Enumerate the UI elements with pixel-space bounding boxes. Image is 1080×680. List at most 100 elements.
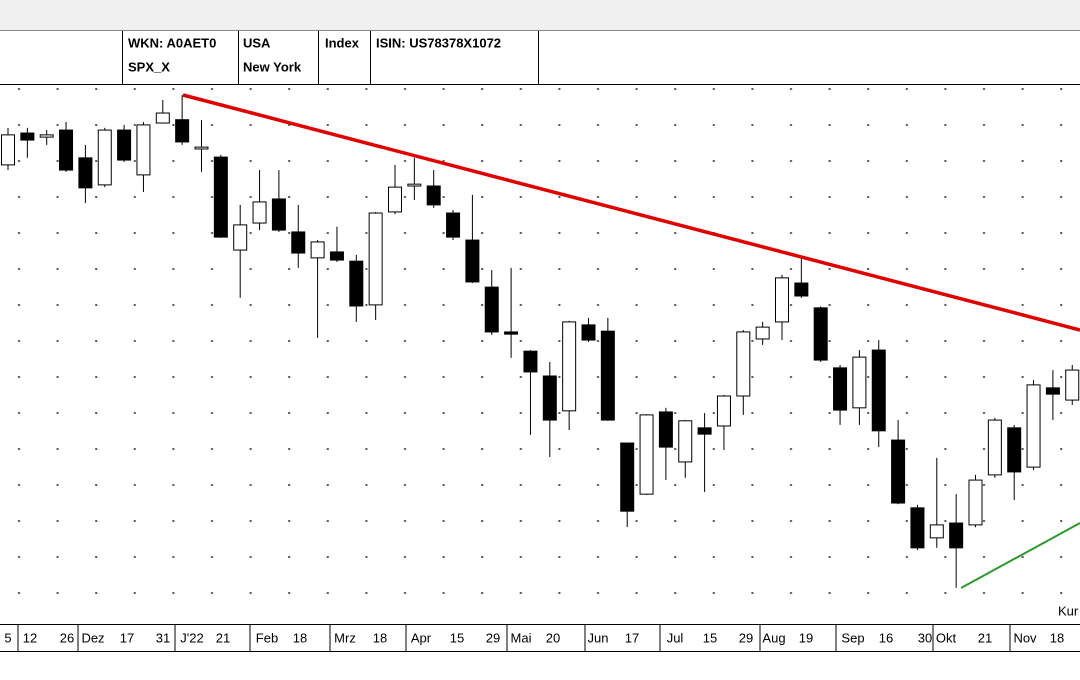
x-tick-label: 17	[120, 630, 134, 645]
candle-body	[658, 411, 673, 448]
x-tick-label: 15	[450, 630, 464, 645]
x-tick-label: 5	[4, 630, 11, 645]
x-tick-label: Mai	[511, 630, 532, 645]
candle-body	[252, 201, 267, 224]
candles	[1, 94, 1080, 588]
candle-body	[987, 419, 1002, 476]
candle-body	[1007, 427, 1022, 473]
candle-body	[155, 112, 170, 124]
x-tick-label: 21	[978, 630, 992, 645]
candle-body	[310, 241, 325, 259]
candle-body	[175, 119, 190, 143]
x-tick-label: 30	[918, 630, 932, 645]
candle-body	[562, 321, 577, 412]
candle-body	[1026, 384, 1041, 468]
candle-body	[1, 134, 15, 166]
isin: ISIN: US78378X1072	[376, 35, 501, 50]
x-tick-label: 15	[703, 630, 717, 645]
x-tick-label: Feb	[256, 630, 278, 645]
wkn: WKN: A0AET0	[128, 35, 216, 50]
annotation: Kur	[1058, 603, 1079, 618]
candle-body	[368, 212, 383, 306]
candle-body	[813, 307, 828, 361]
symbol: SPX_X	[128, 59, 170, 74]
candle-body	[833, 367, 848, 411]
candle-body	[39, 134, 54, 138]
x-tick-label: 29	[486, 630, 500, 645]
candle-body	[639, 414, 654, 495]
x-tick-label: 12	[23, 630, 37, 645]
resistance-trendline	[182, 93, 1080, 332]
candle-body	[716, 395, 731, 427]
candle-body	[446, 212, 461, 238]
candle-body	[117, 129, 132, 161]
x-axis: 5 12 26 Dez 17 31 J'22 21 Feb 18 Mrz 18 Apr 15 29 Mai 20…	[4, 625, 1064, 651]
candle-body	[678, 420, 693, 463]
candle-body	[949, 522, 964, 549]
x-tick-label: 21	[216, 630, 230, 645]
x-tick-label: 18	[373, 630, 387, 645]
candle-body	[968, 479, 983, 526]
candle-body	[59, 129, 74, 171]
x-tick-label: Apr	[411, 630, 432, 645]
candle-body	[600, 330, 615, 421]
candle-body	[97, 129, 112, 186]
toolbar	[0, 0, 1080, 30]
candle-body	[291, 231, 306, 254]
x-tick-label: 18	[1050, 630, 1064, 645]
x-tick-label: Okt	[936, 630, 957, 645]
candle-body	[1045, 387, 1060, 395]
info-table	[0, 31, 1080, 85]
candle-body	[484, 286, 499, 333]
candle-body	[542, 375, 557, 421]
candle-body	[78, 157, 93, 189]
candle-body	[523, 350, 538, 373]
asset-type: Index	[325, 35, 360, 50]
x-tick-label: 26	[60, 630, 74, 645]
candle-body	[426, 185, 441, 206]
candle-body	[736, 331, 751, 397]
x-tick-label: Aug	[762, 630, 785, 645]
candle-body	[213, 156, 228, 238]
x-tick-label: Dez	[81, 630, 104, 645]
x-tick-label: Sep	[841, 630, 864, 645]
candle-body	[581, 324, 596, 341]
dot-grid	[0, 86, 1080, 624]
candle-body	[1065, 369, 1080, 401]
support-trendline	[960, 522, 1080, 589]
candle-body	[233, 224, 248, 251]
candle-body	[775, 277, 789, 323]
candle-body	[891, 439, 906, 504]
candle-body	[136, 124, 151, 176]
candle-body	[194, 146, 209, 150]
exchange: New York	[243, 59, 302, 74]
candle-body	[349, 260, 364, 307]
candle-body	[620, 442, 635, 512]
candle-body	[852, 356, 867, 409]
x-tick-label: 29	[739, 630, 753, 645]
candle-body	[755, 326, 770, 340]
x-tick-label: Mrz	[334, 630, 356, 645]
country: USA	[243, 35, 271, 50]
candle-body	[329, 251, 344, 261]
candle-body	[910, 507, 925, 549]
candle-body	[504, 331, 519, 335]
candle-body	[465, 239, 480, 283]
candle-body	[20, 132, 35, 141]
x-tick-label: 19	[799, 630, 813, 645]
candle-body	[271, 198, 286, 231]
x-tick-label: J'22	[180, 630, 203, 645]
x-tick-label: 16	[879, 630, 893, 645]
x-tick-label: Jun	[588, 630, 609, 645]
candle-body	[929, 524, 944, 539]
x-tick-label: Jul	[667, 630, 684, 645]
x-tick-label: Nov	[1013, 630, 1037, 645]
candle-body	[388, 186, 402, 213]
candle-body	[794, 282, 809, 297]
x-tick-label: 31	[156, 630, 170, 645]
x-tick-label: 20	[546, 630, 560, 645]
candle-body	[697, 427, 712, 435]
candle-body	[871, 349, 886, 432]
